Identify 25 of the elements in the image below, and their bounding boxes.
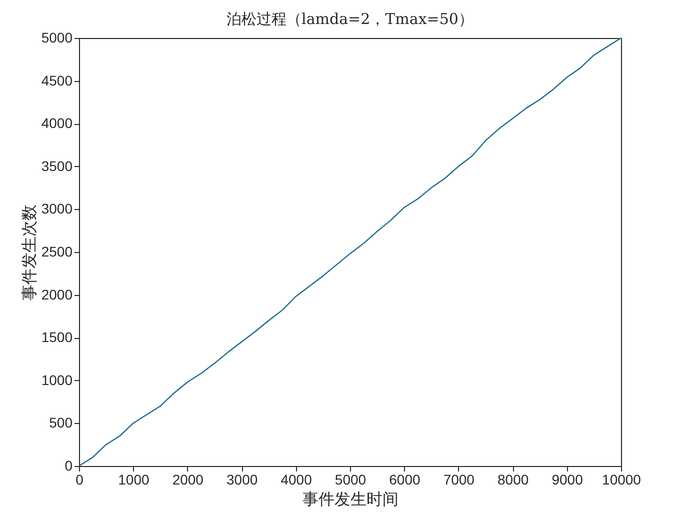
y-tick-label: 1000 (41, 372, 73, 388)
x-tick-label: 1000 (118, 472, 150, 488)
y-tick-label: 1500 (41, 329, 73, 346)
x-tick-label: 3000 (226, 472, 258, 488)
y-tick-label: 3000 (41, 200, 73, 217)
x-tick-label: 5000 (334, 472, 366, 488)
y-tick-label: 4500 (41, 72, 73, 88)
x-tick-label: 2000 (172, 472, 204, 488)
y-tick-label: 4000 (41, 115, 73, 132)
x-tick-label: 0 (76, 472, 84, 488)
y-tick-label: 500 (49, 414, 73, 431)
y-tick-label: 2500 (41, 244, 73, 260)
x-tick-label: 10000 (602, 472, 642, 488)
y-tick-label: 2000 (41, 286, 73, 302)
x-tick-label: 4000 (280, 472, 312, 488)
x-tick-label: 9000 (552, 472, 584, 488)
chart-title: 泊松过程（lamda=2，Tmax=50） (226, 10, 474, 28)
y-tick-label: 0 (64, 458, 73, 474)
y-tick-label: 5000 (41, 30, 73, 46)
x-tick-label: 6000 (389, 472, 420, 488)
x-tick-label: 8000 (498, 472, 529, 488)
x-tick-label: 7000 (443, 472, 475, 488)
y-axis-title: 事件发生次数 (19, 204, 38, 300)
y-tick-label: 3500 (41, 158, 73, 174)
x-axis-title: 事件发生时间 (302, 490, 398, 508)
